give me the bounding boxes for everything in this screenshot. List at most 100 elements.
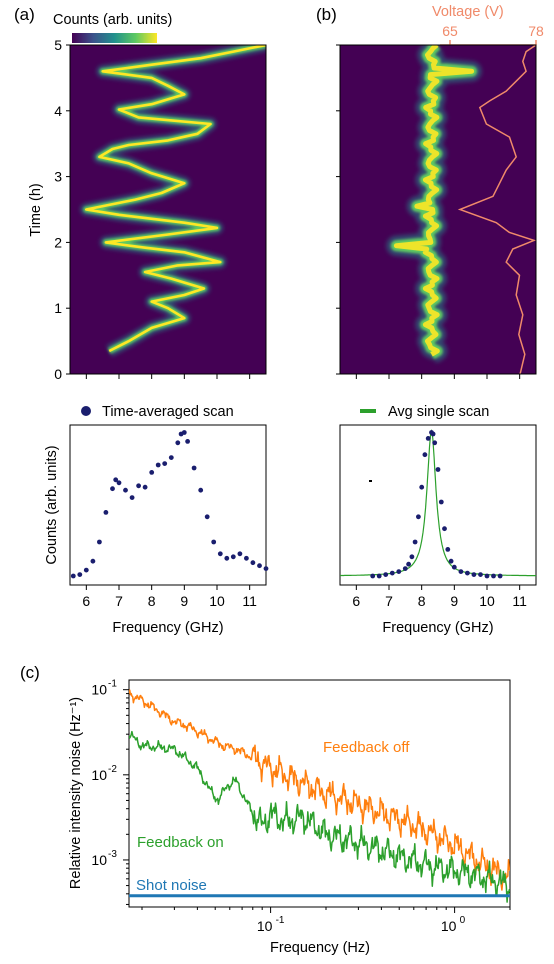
panel-label-c: (c) <box>20 663 40 682</box>
scatter-b-axis: 6 7 8 9 10 11 <box>352 585 527 609</box>
scatter-a: Time-averaged scan 6 7 8 9 10 11 Frequency (G… <box>44 404 269 636</box>
heatmap-a-trace <box>80 45 266 357</box>
rin-xtick-exponent: -1 <box>276 915 285 926</box>
scatter-a-point <box>168 455 174 460</box>
scatter-a-xlabel: Frequency (GHz) <box>112 620 223 636</box>
scatter-a-point <box>116 480 122 486</box>
scatter-b-point <box>430 431 436 437</box>
heatmap-a-axis: 0 1 2 3 4 5 <box>54 37 251 382</box>
scatter-a-point <box>97 539 102 545</box>
scatter-b-point <box>402 566 408 571</box>
scatter-a-xtick-label: 10 <box>209 593 225 609</box>
scatter-b-point <box>478 572 483 577</box>
heatmap-a-ytick-label: 1 <box>54 300 62 316</box>
heatmap-a-ylabel: Time (h) <box>28 183 44 236</box>
scatter-a-frame <box>69 424 267 586</box>
scatter-b-point <box>438 499 444 505</box>
scatter-a-point <box>211 539 217 545</box>
series-label-feedback-on: Feedback on <box>137 834 224 851</box>
scatter-b-point <box>471 572 477 577</box>
scatter-b-point <box>376 573 382 579</box>
rin-xtick-label: 10 <box>257 918 273 934</box>
scatter-b-point <box>419 484 425 490</box>
scatter-b-point <box>445 547 451 552</box>
scatter-a-point <box>224 555 230 561</box>
scatter-b-point <box>396 569 402 574</box>
rin-ytick-exponent: -3 <box>108 849 117 860</box>
scatter-b-xtick-label: 7 <box>385 593 393 609</box>
heatmap-a-frame <box>69 44 267 375</box>
scatter-b-point <box>465 570 470 576</box>
colorbar-label: Counts (arb. units) <box>53 12 172 28</box>
heatmap-b: Voltage (V) 65 78 <box>336 4 544 379</box>
voltage-tick-label-78: 78 <box>528 23 544 39</box>
scatter-b-points <box>370 430 503 579</box>
scatter-a-axis: 6 7 8 9 10 11 <box>82 585 257 609</box>
scatter-b-xtick-label: 10 <box>479 593 495 609</box>
scatter-b-xtick-label: 9 <box>450 593 458 609</box>
scatter-a-point <box>142 484 148 490</box>
rin-ylabel: Relative intensity noise (Hz⁻¹) <box>68 697 84 889</box>
scatter-a-ylabel: Counts (arb. units) <box>44 445 60 564</box>
scatter-a-xtick-label: 7 <box>115 593 123 609</box>
scatter-b-point <box>432 440 438 446</box>
scatter-b-point <box>370 573 376 579</box>
scatter-b-point <box>448 558 454 564</box>
scatter-b-point <box>497 573 503 579</box>
scatter-b-point <box>389 570 395 576</box>
scatter-a-point <box>83 567 89 573</box>
scatter-b-point <box>416 514 421 520</box>
scatter-a-point <box>257 563 262 569</box>
scatter-a-xtick-label: 8 <box>148 593 156 609</box>
heatmap-a-ytick-label: 5 <box>54 37 62 53</box>
scatter-b-point <box>484 573 490 579</box>
scatter-a-xtick-label: 9 <box>180 593 188 609</box>
scatter-a-point <box>198 487 204 493</box>
scatter-b-point <box>406 561 411 567</box>
rin-series <box>129 689 510 903</box>
scatter-a-point <box>217 551 223 557</box>
heatmap-b-trace <box>386 45 482 363</box>
series-label-shot-noise: Shot noise <box>136 877 207 894</box>
rin-axis: 10 -1 10 010 -310 -210 -1 <box>91 679 511 934</box>
scatter-b-point <box>491 573 496 579</box>
series-label-feedback-off: Feedback off <box>323 739 410 756</box>
scatter-a-point <box>70 573 76 579</box>
scatter-a-point <box>263 566 269 571</box>
scatter-a-point <box>191 465 197 471</box>
scatter-b-point <box>458 569 464 574</box>
scatter-a-points <box>70 430 269 579</box>
panel-label-a: (a) <box>14 5 35 24</box>
scatter-b-point <box>409 554 415 560</box>
rin-ytick-exponent: -2 <box>108 764 117 775</box>
scatter-a-point <box>204 514 210 520</box>
scatter-b-xtick-label: 6 <box>352 593 360 609</box>
scatter-a-point <box>110 486 115 492</box>
heatmap-a-ytick-label: 4 <box>54 103 62 119</box>
scatter-b-frame <box>339 424 537 586</box>
rin-xtick-label: 10 <box>441 918 457 934</box>
scatter-b-point <box>383 572 389 577</box>
heatmap-b-axis <box>336 44 521 379</box>
voltage-axis-label: Voltage (V) <box>432 4 504 20</box>
scatter-a-point <box>244 555 249 561</box>
scatter-a-point <box>250 560 256 566</box>
colorbar <box>72 33 157 43</box>
scatter-a-point <box>103 510 109 515</box>
rin-ytick-label: 10 <box>91 767 107 783</box>
voltage-line <box>457 45 536 374</box>
scatter-b-point <box>412 539 418 545</box>
legend-b-label: Avg single scan <box>388 404 489 420</box>
scatter-a-xtick-label: 11 <box>242 593 257 609</box>
scatter-a-point <box>90 558 96 564</box>
panel-label-b: (b) <box>316 5 337 24</box>
heatmap-a-ytick-label: 2 <box>54 234 62 250</box>
scatter-b: Avg single scan 6 7 8 9 10 11 Frequency (GHz) <box>339 404 537 636</box>
scatter-a-point <box>123 487 128 493</box>
scatter-a-point <box>162 461 168 466</box>
scatter-a-point <box>230 554 236 560</box>
rin-ytick-label: 10 <box>91 682 107 698</box>
trace-a-core <box>85 45 266 353</box>
scatter-b-point <box>425 436 431 441</box>
